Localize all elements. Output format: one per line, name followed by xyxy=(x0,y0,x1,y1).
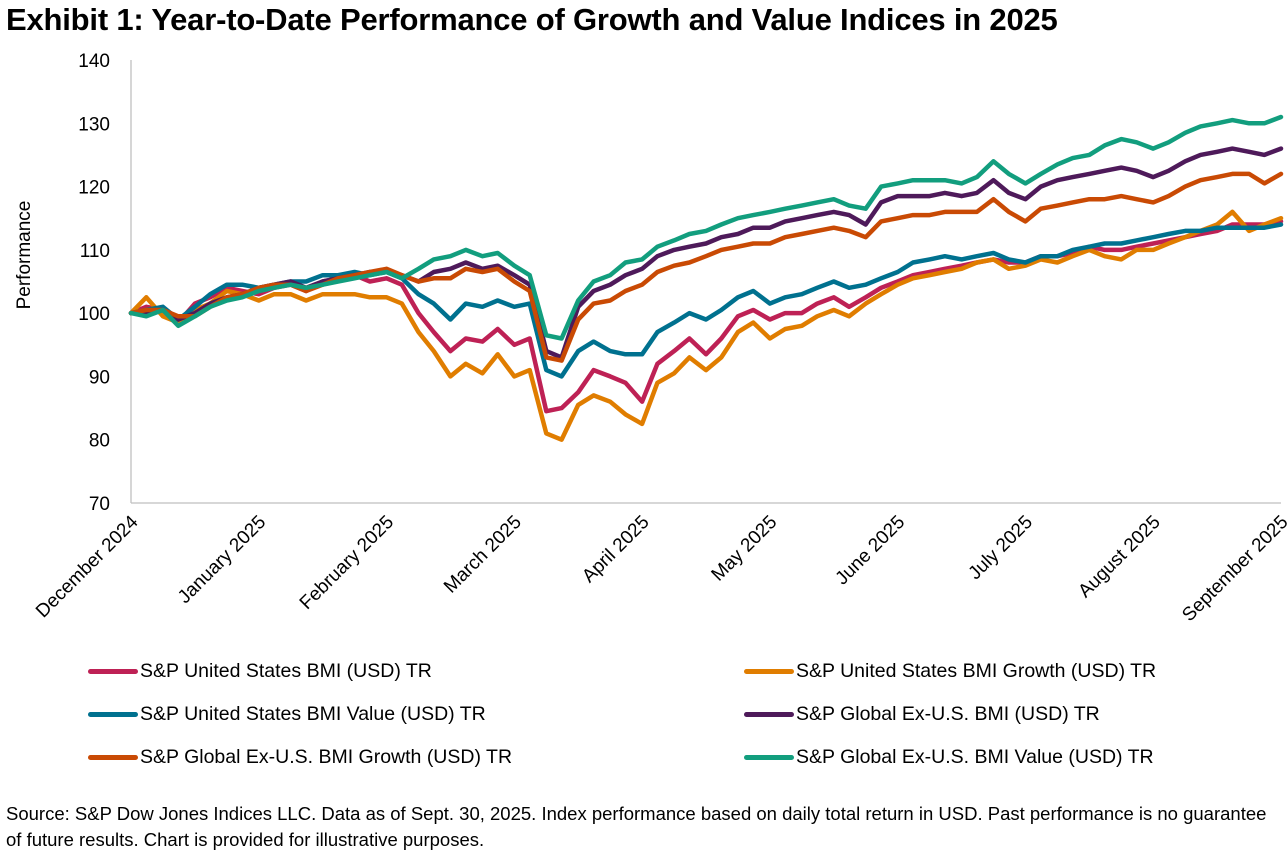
legend-swatch xyxy=(744,669,794,674)
y-tick-label: 110 xyxy=(80,241,110,262)
legend-item: S&P United States BMI (USD) TR xyxy=(88,660,432,683)
legend-item: S&P Global Ex-U.S. BMI Value (USD) TR xyxy=(744,746,1154,769)
series-line-4 xyxy=(128,171,1284,363)
legend-item: S&P Global Ex-U.S. BMI (USD) TR xyxy=(744,703,1100,726)
line-chart: 70 80 90 100 110 120 130 140 December 2024 Januar… xyxy=(14,51,1288,626)
legend-item: S&P United States BMI Growth (USD) TR xyxy=(744,660,1156,683)
y-tick-label: 80 xyxy=(89,431,110,452)
series-line-1 xyxy=(128,209,1284,442)
x-tick-label: August 2025 xyxy=(1074,512,1164,602)
series-line-2 xyxy=(128,222,1284,379)
x-tick-label: January 2025 xyxy=(174,512,270,608)
legend-swatch xyxy=(88,669,138,674)
legend-swatch xyxy=(88,712,138,717)
series-line-0 xyxy=(128,219,1284,414)
y-tick-label: 140 xyxy=(78,51,110,72)
legend-item: S&P Global Ex-U.S. BMI Growth (USD) TR xyxy=(88,746,512,769)
x-tick-label: March 2025 xyxy=(440,512,526,598)
chart-title: Exhibit 1: Year-to-Date Performance of G… xyxy=(6,2,1058,37)
x-tick-label: September 2025 xyxy=(1178,512,1288,626)
x-tick-label: July 2025 xyxy=(965,512,1037,584)
series-layer xyxy=(128,114,1284,442)
legend-label: S&P Global Ex-U.S. BMI Value (USD) TR xyxy=(796,746,1154,768)
legend: S&P United States BMI (USD) TR S&P United… xyxy=(0,660,1288,780)
legend-swatch xyxy=(88,755,138,760)
legend-swatch xyxy=(744,712,794,717)
x-tick-label: February 2025 xyxy=(296,512,398,614)
legend-item: S&P United States BMI Value (USD) TR xyxy=(88,703,486,726)
source-note: Source: S&P Dow Jones Indices LLC. Data … xyxy=(6,803,1267,850)
legend-label: S&P United States BMI Value (USD) TR xyxy=(140,703,486,725)
x-tick-label: December 2024 xyxy=(32,511,143,622)
series-line-5 xyxy=(128,114,1284,341)
x-tick-label: April 2025 xyxy=(578,512,653,587)
x-tick-label: May 2025 xyxy=(708,512,782,586)
legend-label: S&P Global Ex-U.S. BMI Growth (USD) TR xyxy=(140,746,513,768)
axes: 70 80 90 100 110 120 130 140 December 2024 Januar… xyxy=(32,51,1288,626)
legend-label: S&P Global Ex-U.S. BMI (USD) TR xyxy=(796,703,1100,725)
y-tick-label: 90 xyxy=(89,367,110,388)
y-axis-label: Performance xyxy=(14,201,35,310)
legend-swatch xyxy=(744,755,794,760)
y-tick-label: 130 xyxy=(78,114,110,135)
y-tick-label: 70 xyxy=(89,494,110,515)
legend-label: S&P United States BMI Growth (USD) TR xyxy=(796,660,1157,682)
y-tick-label: 120 xyxy=(78,178,110,199)
x-tick-label: June 2025 xyxy=(832,512,910,590)
legend-label: S&P United States BMI (USD) TR xyxy=(140,660,432,682)
series-line-3 xyxy=(128,146,1284,360)
y-tick-label: 100 xyxy=(78,304,110,325)
